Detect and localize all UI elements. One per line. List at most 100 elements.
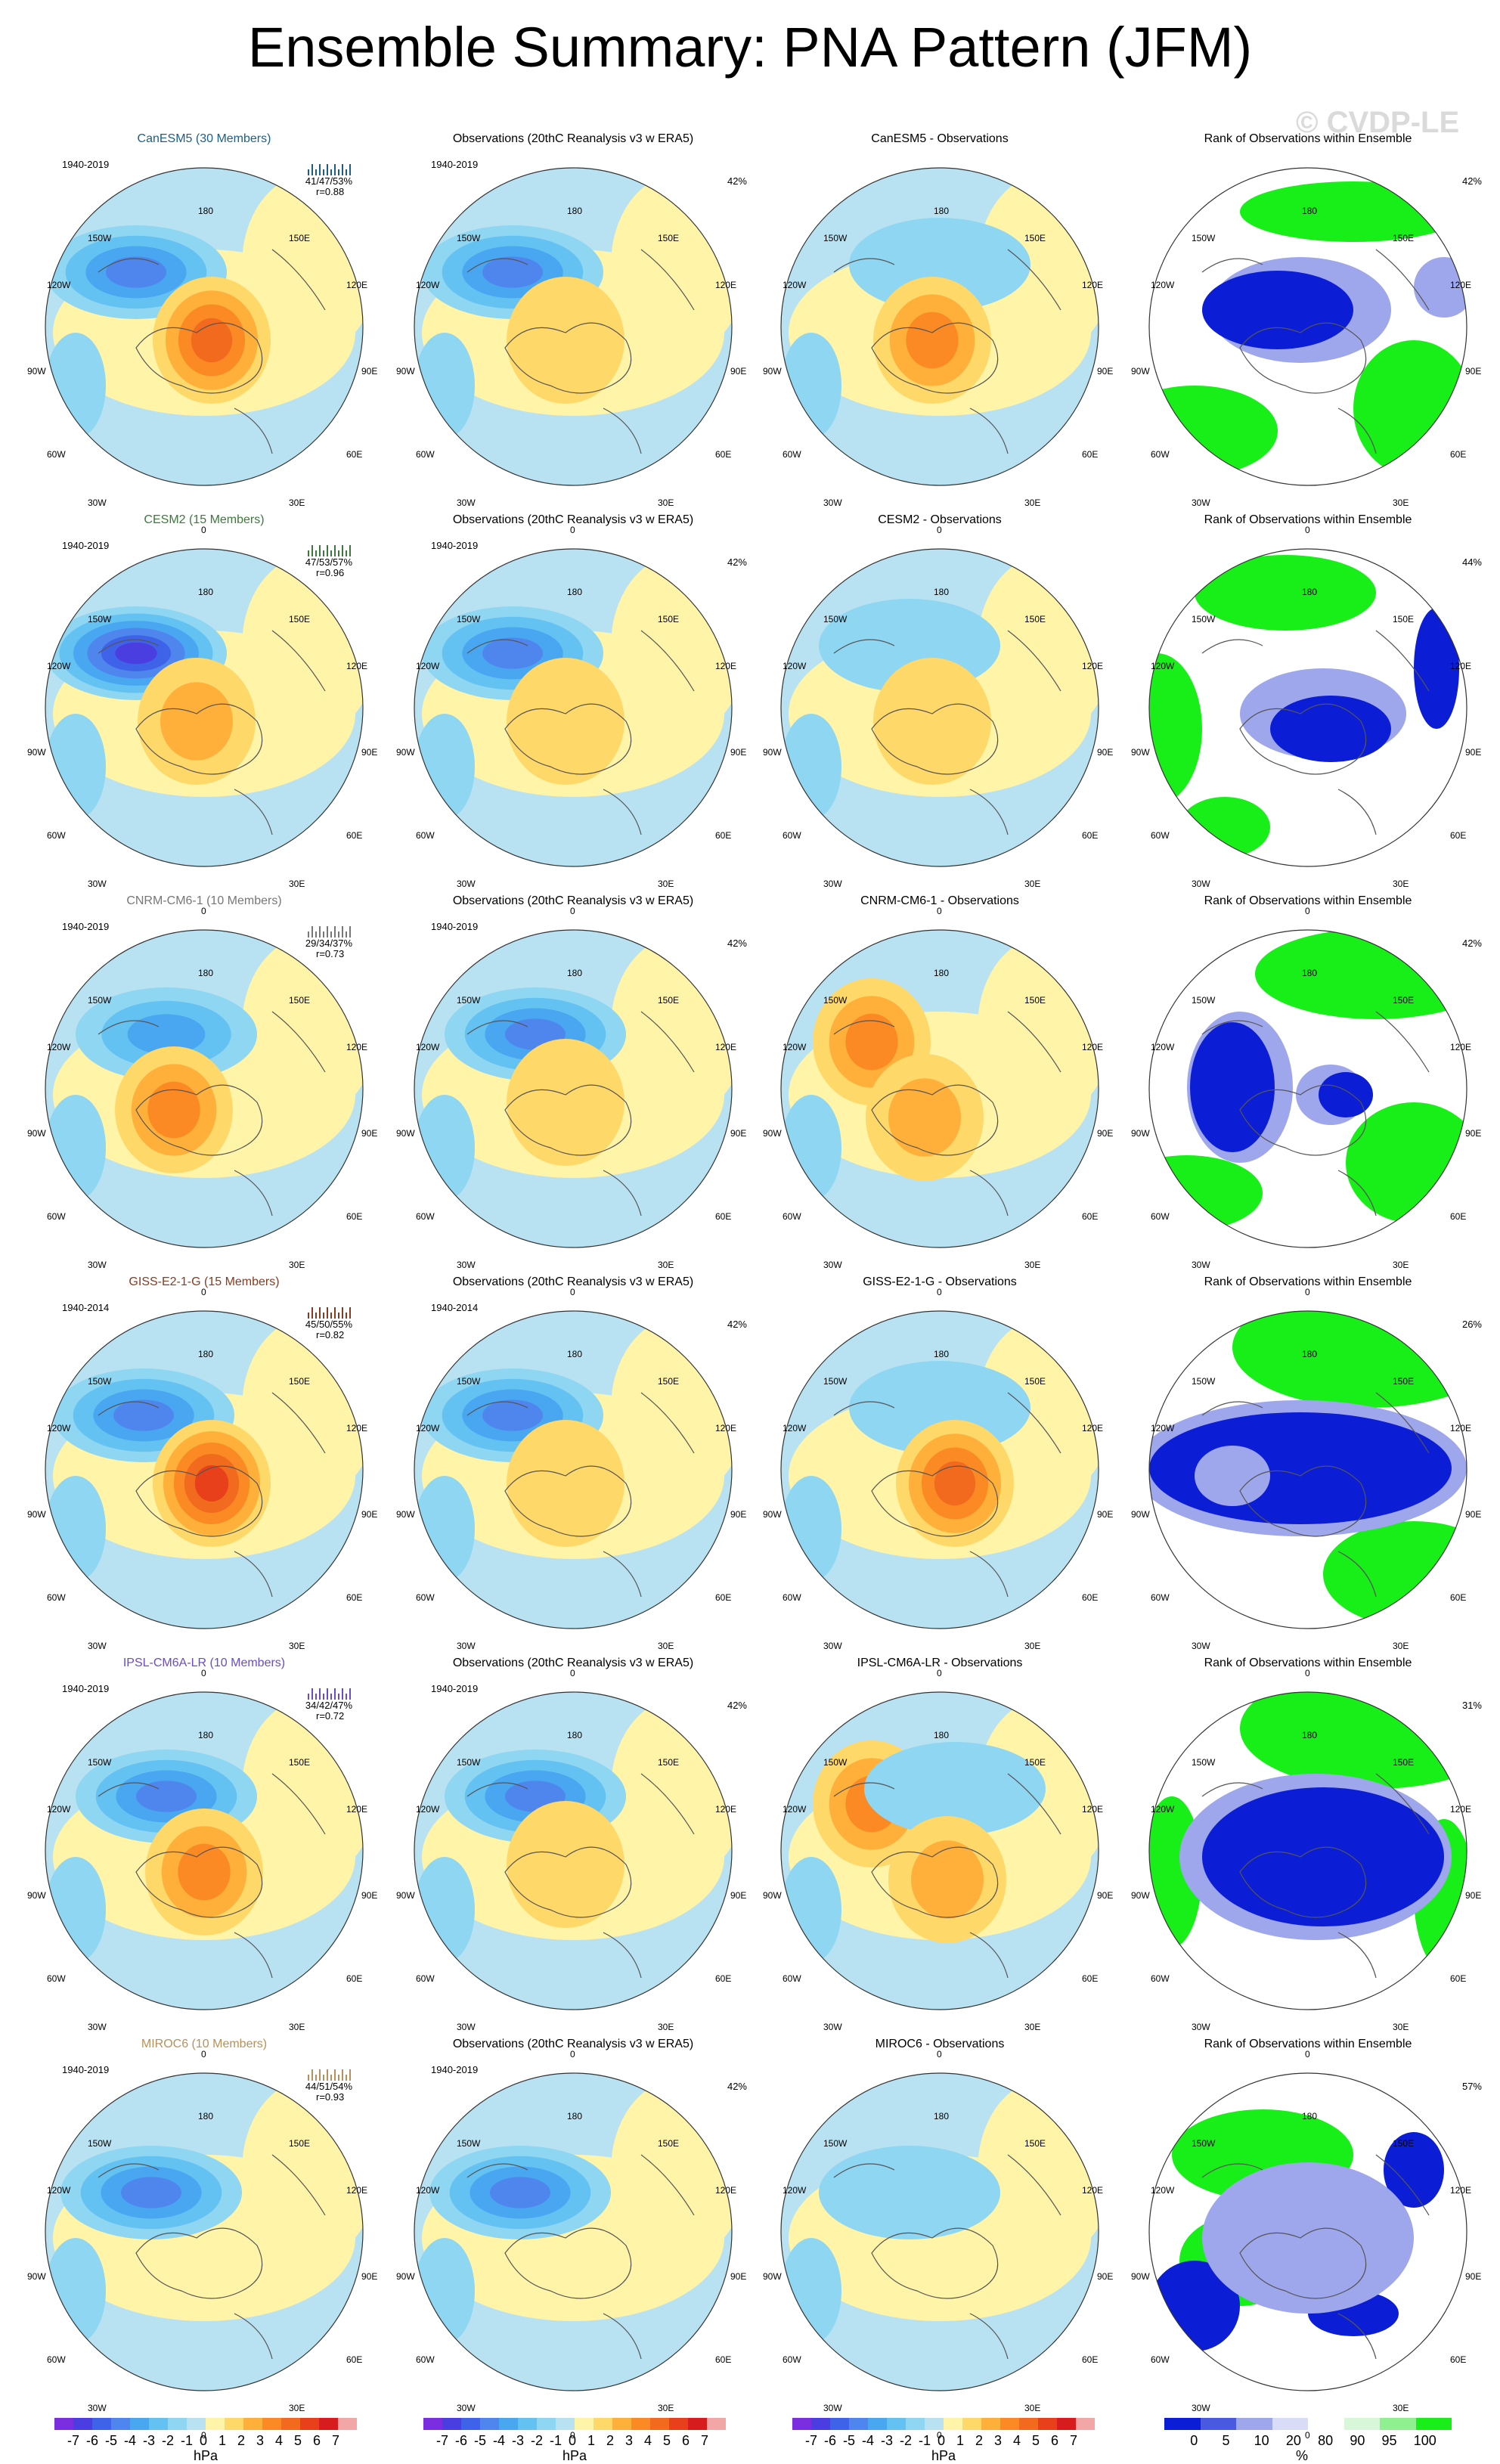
map-label-lower-right: 30E [1024,2403,1040,2413]
colorbar-tick-label: 90 [1350,2433,1365,2449]
map-label-mid-upper-right: 120E [1082,280,1103,290]
model-panel: GISS-E2-1-G (15 Members) 1940-2014 45/50/5… [23,1257,386,1638]
colorbar-swatch [1236,2418,1272,2430]
colorbar-swatch [281,2418,300,2430]
map-label-left: 90W [27,1509,46,1520]
map-label-right: 90E [1097,747,1113,758]
map-label-left: 90W [763,1509,782,1520]
obs-title: Observations (20thC Reanalysis v3 w ERA5… [392,894,755,908]
obs-title: Observations (20thC Reanalysis v3 w ERA5… [392,2038,755,2051]
map-label-mid-lower-right: 60E [346,1211,362,1222]
map-label-top: 180 [934,587,949,597]
colorbar-swatch [1000,2418,1019,2430]
colorbar-swatch [1272,2418,1309,2430]
rank-title: Rank of Observations within Ensemble [1127,1657,1489,1670]
map-label-mid-upper-left: 120W [1151,2185,1174,2196]
map-label-upper-right: 150E [289,233,310,243]
colorbar-swatch [849,2418,868,2430]
obs-title: Observations (20thC Reanalysis v3 w ERA5… [392,1275,755,1289]
diff-panel: GISS-E2-1-G - Observations 180 0 150W 150E 12… [758,1257,1121,1638]
map-label-right: 90E [730,2271,746,2282]
map-label-top: 180 [934,206,949,216]
obs-title: Observations (20thC Reanalysis v3 w ERA5… [392,1657,755,1670]
map-label-upper-right: 150E [1024,995,1046,1006]
colorbar-swatch [73,2418,92,2430]
map-label-upper-left: 150W [1192,2138,1215,2149]
map-label-upper-left: 150W [457,2138,480,2149]
colorbar-tick-label: 2 [606,2433,614,2449]
colorbar-swatch [925,2418,944,2430]
map-label-mid-upper-left: 120W [783,2185,806,2196]
map-label-mid-lower-left: 60W [1151,1973,1170,1984]
rank-title: Rank of Observations within Ensemble [1127,513,1489,527]
map-label-mid-upper-left: 120W [783,661,806,671]
map-label-upper-right: 150E [289,1757,310,1768]
map-label-upper-left: 150W [457,233,480,243]
diff-title: GISS-E2-1-G - Observations [758,1275,1121,1289]
colorbar-swatch [111,2418,130,2430]
map-label-mid-lower-left: 60W [47,449,66,460]
colorbar-tick-label: 7 [332,2433,339,2449]
map-label-mid-lower-right: 60E [1082,2354,1098,2365]
map-label-mid-lower-left: 60W [783,830,801,841]
colorbar-swatch [556,2418,575,2430]
map-label-mid-upper-right: 120E [1082,2185,1103,2196]
map-label-mid-lower-right: 60E [1450,830,1466,841]
colorbar-swatch [499,2418,518,2430]
colorbar-tick-label: 5 [663,2433,671,2449]
colorbar-tick-label: 7 [701,2433,708,2449]
map-label-mid-upper-left: 120W [1151,661,1174,671]
map-label-mid-lower-left: 60W [783,1592,801,1603]
colorbar-tick-label: 10 [1254,2433,1269,2449]
colorbar-tick-label: 2 [237,2433,245,2449]
map-label-right: 90E [361,366,377,377]
map-label-top: 180 [567,206,582,216]
map-label-mid-upper-right: 120E [715,1423,736,1433]
map-label-upper-right: 150E [1024,233,1046,243]
map-label-upper-right: 150E [658,2138,679,2149]
map-label-mid-upper-left: 120W [783,1042,806,1052]
map-label-lower-right: 30E [658,2403,674,2413]
obs-panel: Observations (20thC Reanalysis v3 w ERA5… [392,2019,755,2400]
map-label-left: 90W [1131,2271,1150,2282]
diff-panel: MIROC6 - Observations 180 0 150W 150E 120W 120… [758,2019,1121,2400]
map-label-left: 90W [1131,366,1150,377]
map-label-top: 180 [934,1349,949,1359]
map-label-left: 90W [763,747,782,758]
map-label-top: 180 [567,2111,582,2122]
map-label-left: 90W [1131,1890,1150,1901]
map-label-mid-lower-right: 60E [346,449,362,460]
map-label-mid-upper-right: 120E [715,2185,736,2196]
colorbar-tick-label: 4 [275,2433,283,2449]
colorbar-swatch [792,2418,811,2430]
map-label-left: 90W [27,366,46,377]
map-label-top: 180 [1302,968,1317,978]
colorbar-tick-label: 3 [994,2433,1002,2449]
map-label-upper-left: 150W [457,614,480,625]
colorbar-unit: hPa [562,2448,587,2464]
colorbar-tick-label: 1 [587,2433,595,2449]
map-label-mid-lower-left: 60W [1151,830,1170,841]
map-label-mid-lower-right: 60E [715,2354,731,2365]
colorbar-swatch [811,2418,830,2430]
colorbar-swatch [1038,2418,1057,2430]
map-label-mid-upper-right: 120E [1450,1804,1471,1815]
model-title: CanESM5 (30 Members) [23,132,386,146]
map-label-right: 90E [1097,1890,1113,1901]
colorbar-tick-label: 4 [1013,2433,1021,2449]
map-label-mid-upper-right: 120E [1450,661,1471,671]
map-label-mid-lower-right: 60E [346,1973,362,1984]
map-label-left: 90W [396,366,415,377]
map-label-top: 180 [198,1730,213,1740]
map-label-left: 90W [1131,1509,1150,1520]
map-label-top: 180 [198,1349,213,1359]
colorbar-tick-label: -4 [493,2433,505,2449]
colorbar-tick-label: 7 [1070,2433,1077,2449]
colorbar-tick-label: -4 [862,2433,874,2449]
colorbar-tick-label: -2 [900,2433,912,2449]
map-label-right: 90E [1465,2271,1481,2282]
row-1: CESM2 (15 Members) 1940-2019 47/53/57% r=0.… [0,494,1500,876]
map-label-upper-right: 150E [1024,2138,1046,2149]
map-label-mid-upper-left: 120W [416,1423,439,1433]
colorbar-tick-label: 5 [1222,2433,1229,2449]
